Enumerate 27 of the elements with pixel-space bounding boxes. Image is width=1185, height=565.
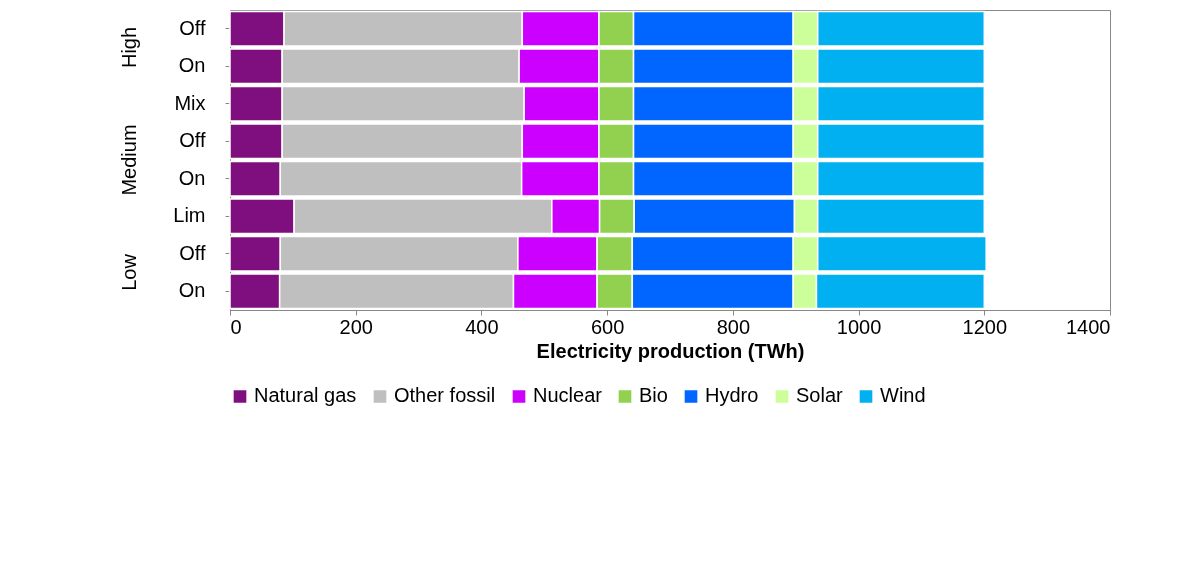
- legend-label: Bio: [639, 384, 668, 407]
- legend-label: Hydro: [705, 384, 759, 407]
- legend-label: Natural gas: [254, 384, 357, 407]
- y-tick-label: Off: [179, 241, 206, 264]
- text: Medium: [118, 124, 140, 196]
- legend-label: Solar: [796, 384, 844, 407]
- y-tick-label: On: [178, 166, 206, 189]
- legend-label: Wind: [880, 384, 926, 407]
- text: Low: [118, 253, 140, 291]
- x-tick-label: 1400: [1066, 315, 1111, 338]
- x-tick-label: 1200: [962, 315, 1008, 338]
- x-tick-label: 400: [465, 315, 499, 338]
- y-tick-label: On: [178, 54, 206, 77]
- text: High: [118, 26, 140, 69]
- legend-label: Other fossil: [394, 384, 496, 407]
- x-axis-title: Electricity production (TWh): [536, 339, 805, 362]
- y-tick-label: Mix: [174, 91, 206, 114]
- legend-label: Nuclear: [533, 384, 603, 407]
- y-tick-label: Off: [179, 129, 206, 152]
- y-tick-label: Lim: [173, 204, 206, 227]
- y-tick-label: On: [178, 279, 206, 302]
- y-tick-label: Off: [179, 16, 206, 39]
- x-tick-label: 1000: [836, 315, 882, 338]
- x-tick-label: 800: [716, 315, 751, 338]
- x-tick-label: 600: [590, 315, 625, 338]
- x-tick-label: 200: [339, 315, 373, 338]
- x-tick-label: 0: [230, 315, 242, 338]
